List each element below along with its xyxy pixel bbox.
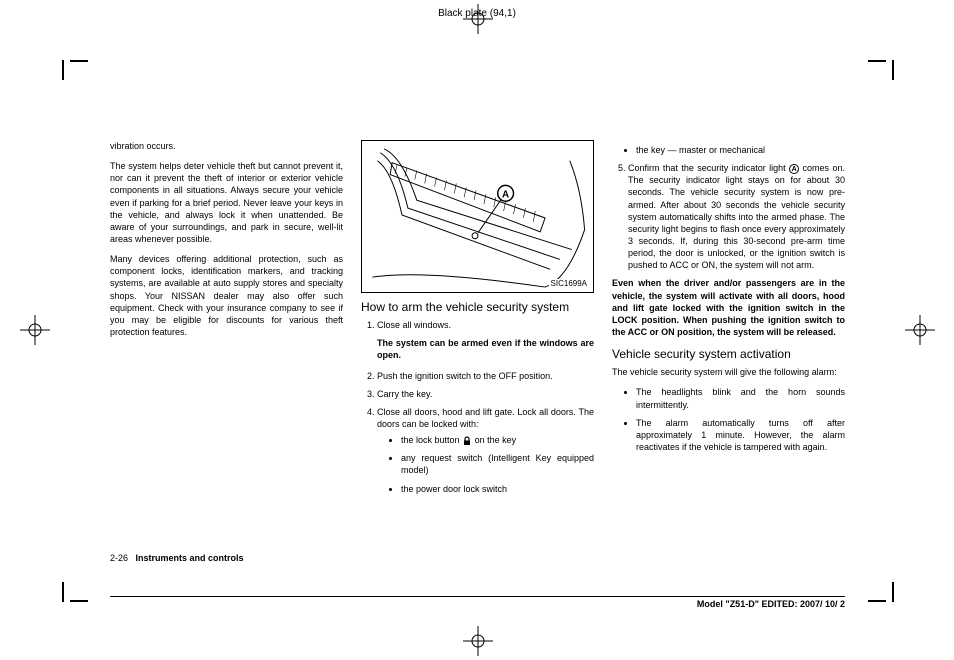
column-1: vibration occurs. The system helps deter… xyxy=(110,140,343,501)
warning-bold-paragraph: Even when the driver and/or passengers a… xyxy=(612,277,845,338)
list-item: the key — master or mechanical xyxy=(636,144,845,156)
paragraph: vibration occurs. xyxy=(110,140,343,152)
figure-code: SIC1699A xyxy=(549,279,589,290)
crop-mark xyxy=(892,582,894,602)
text: Confirm that the security indicator ligh… xyxy=(628,163,789,173)
lock-methods-list-continued: the key — master or mechanical xyxy=(612,144,845,156)
list-item: Carry the key. xyxy=(377,388,594,400)
crop-mark xyxy=(70,600,88,602)
svg-text:A: A xyxy=(502,189,509,200)
step-note-bold: The system can be armed even if the wind… xyxy=(377,337,594,361)
heading-how-to-arm: How to arm the vehicle security system xyxy=(361,299,594,315)
crop-mark xyxy=(892,60,894,80)
list-item: Close all windows. The system can be arm… xyxy=(377,319,594,361)
paragraph: The system helps deter vehicle theft but… xyxy=(110,160,343,245)
crop-mark xyxy=(70,60,88,62)
list-item: The alarm automatically turns off after … xyxy=(636,417,845,453)
page-footer: 2-26 Instruments and controls xyxy=(110,553,244,563)
crop-mark xyxy=(868,600,886,602)
list-item: The headlights blink and the horn sounds… xyxy=(636,386,845,410)
plate-label: Black plate (94,1) xyxy=(0,8,954,19)
column-3: the key — master or mechanical Confirm t… xyxy=(612,140,845,501)
arm-steps-list: Close all windows. The system can be arm… xyxy=(361,319,594,495)
step-text: Close all doors, hood and lift gate. Loc… xyxy=(377,407,594,429)
list-item: Push the ignition switch to the OFF posi… xyxy=(377,370,594,382)
column-2: A SIC1699A How to arm the vehicle securi… xyxy=(361,140,594,501)
page-number: 2-26 xyxy=(110,553,128,563)
heading-activation: Vehicle security system activation xyxy=(612,346,845,362)
list-item: any request switch (Intelligent Key equi… xyxy=(401,452,594,476)
edit-line: Model "Z51-D" EDITED: 2007/ 10/ 2 xyxy=(110,596,845,609)
section-name: Instruments and controls xyxy=(136,553,244,563)
registration-mark-bottom xyxy=(463,626,493,656)
crop-mark xyxy=(868,60,886,62)
vehicle-rear-figure: A SIC1699A xyxy=(361,140,594,293)
paragraph: The vehicle security system will give th… xyxy=(612,366,845,378)
arm-steps-list-continued: Confirm that the security indicator ligh… xyxy=(612,162,845,271)
registration-mark-right xyxy=(905,315,935,345)
list-item: Close all doors, hood and lift gate. Loc… xyxy=(377,406,594,495)
text: on the key xyxy=(475,435,517,445)
lock-icon xyxy=(462,436,472,446)
indicator-a-icon: A xyxy=(789,164,799,174)
rear-liftgate-illustration: A xyxy=(362,141,593,292)
step-text: Close all windows. xyxy=(377,320,451,330)
alarm-behavior-list: The headlights blink and the horn sounds… xyxy=(612,386,845,453)
text: comes on. The security indicator light s… xyxy=(628,163,845,270)
list-item: the lock button on the key xyxy=(401,434,594,446)
crop-mark xyxy=(62,582,64,602)
list-item: Confirm that the security indicator ligh… xyxy=(628,162,845,271)
list-item: the power door lock switch xyxy=(401,483,594,495)
content-area: vibration occurs. The system helps deter… xyxy=(110,140,845,501)
paragraph: Many devices offering additional protect… xyxy=(110,253,343,338)
registration-mark-left xyxy=(20,315,50,345)
text: the lock button xyxy=(401,435,462,445)
lock-methods-list: the lock button on the key any request s… xyxy=(377,434,594,495)
crop-mark xyxy=(62,60,64,80)
